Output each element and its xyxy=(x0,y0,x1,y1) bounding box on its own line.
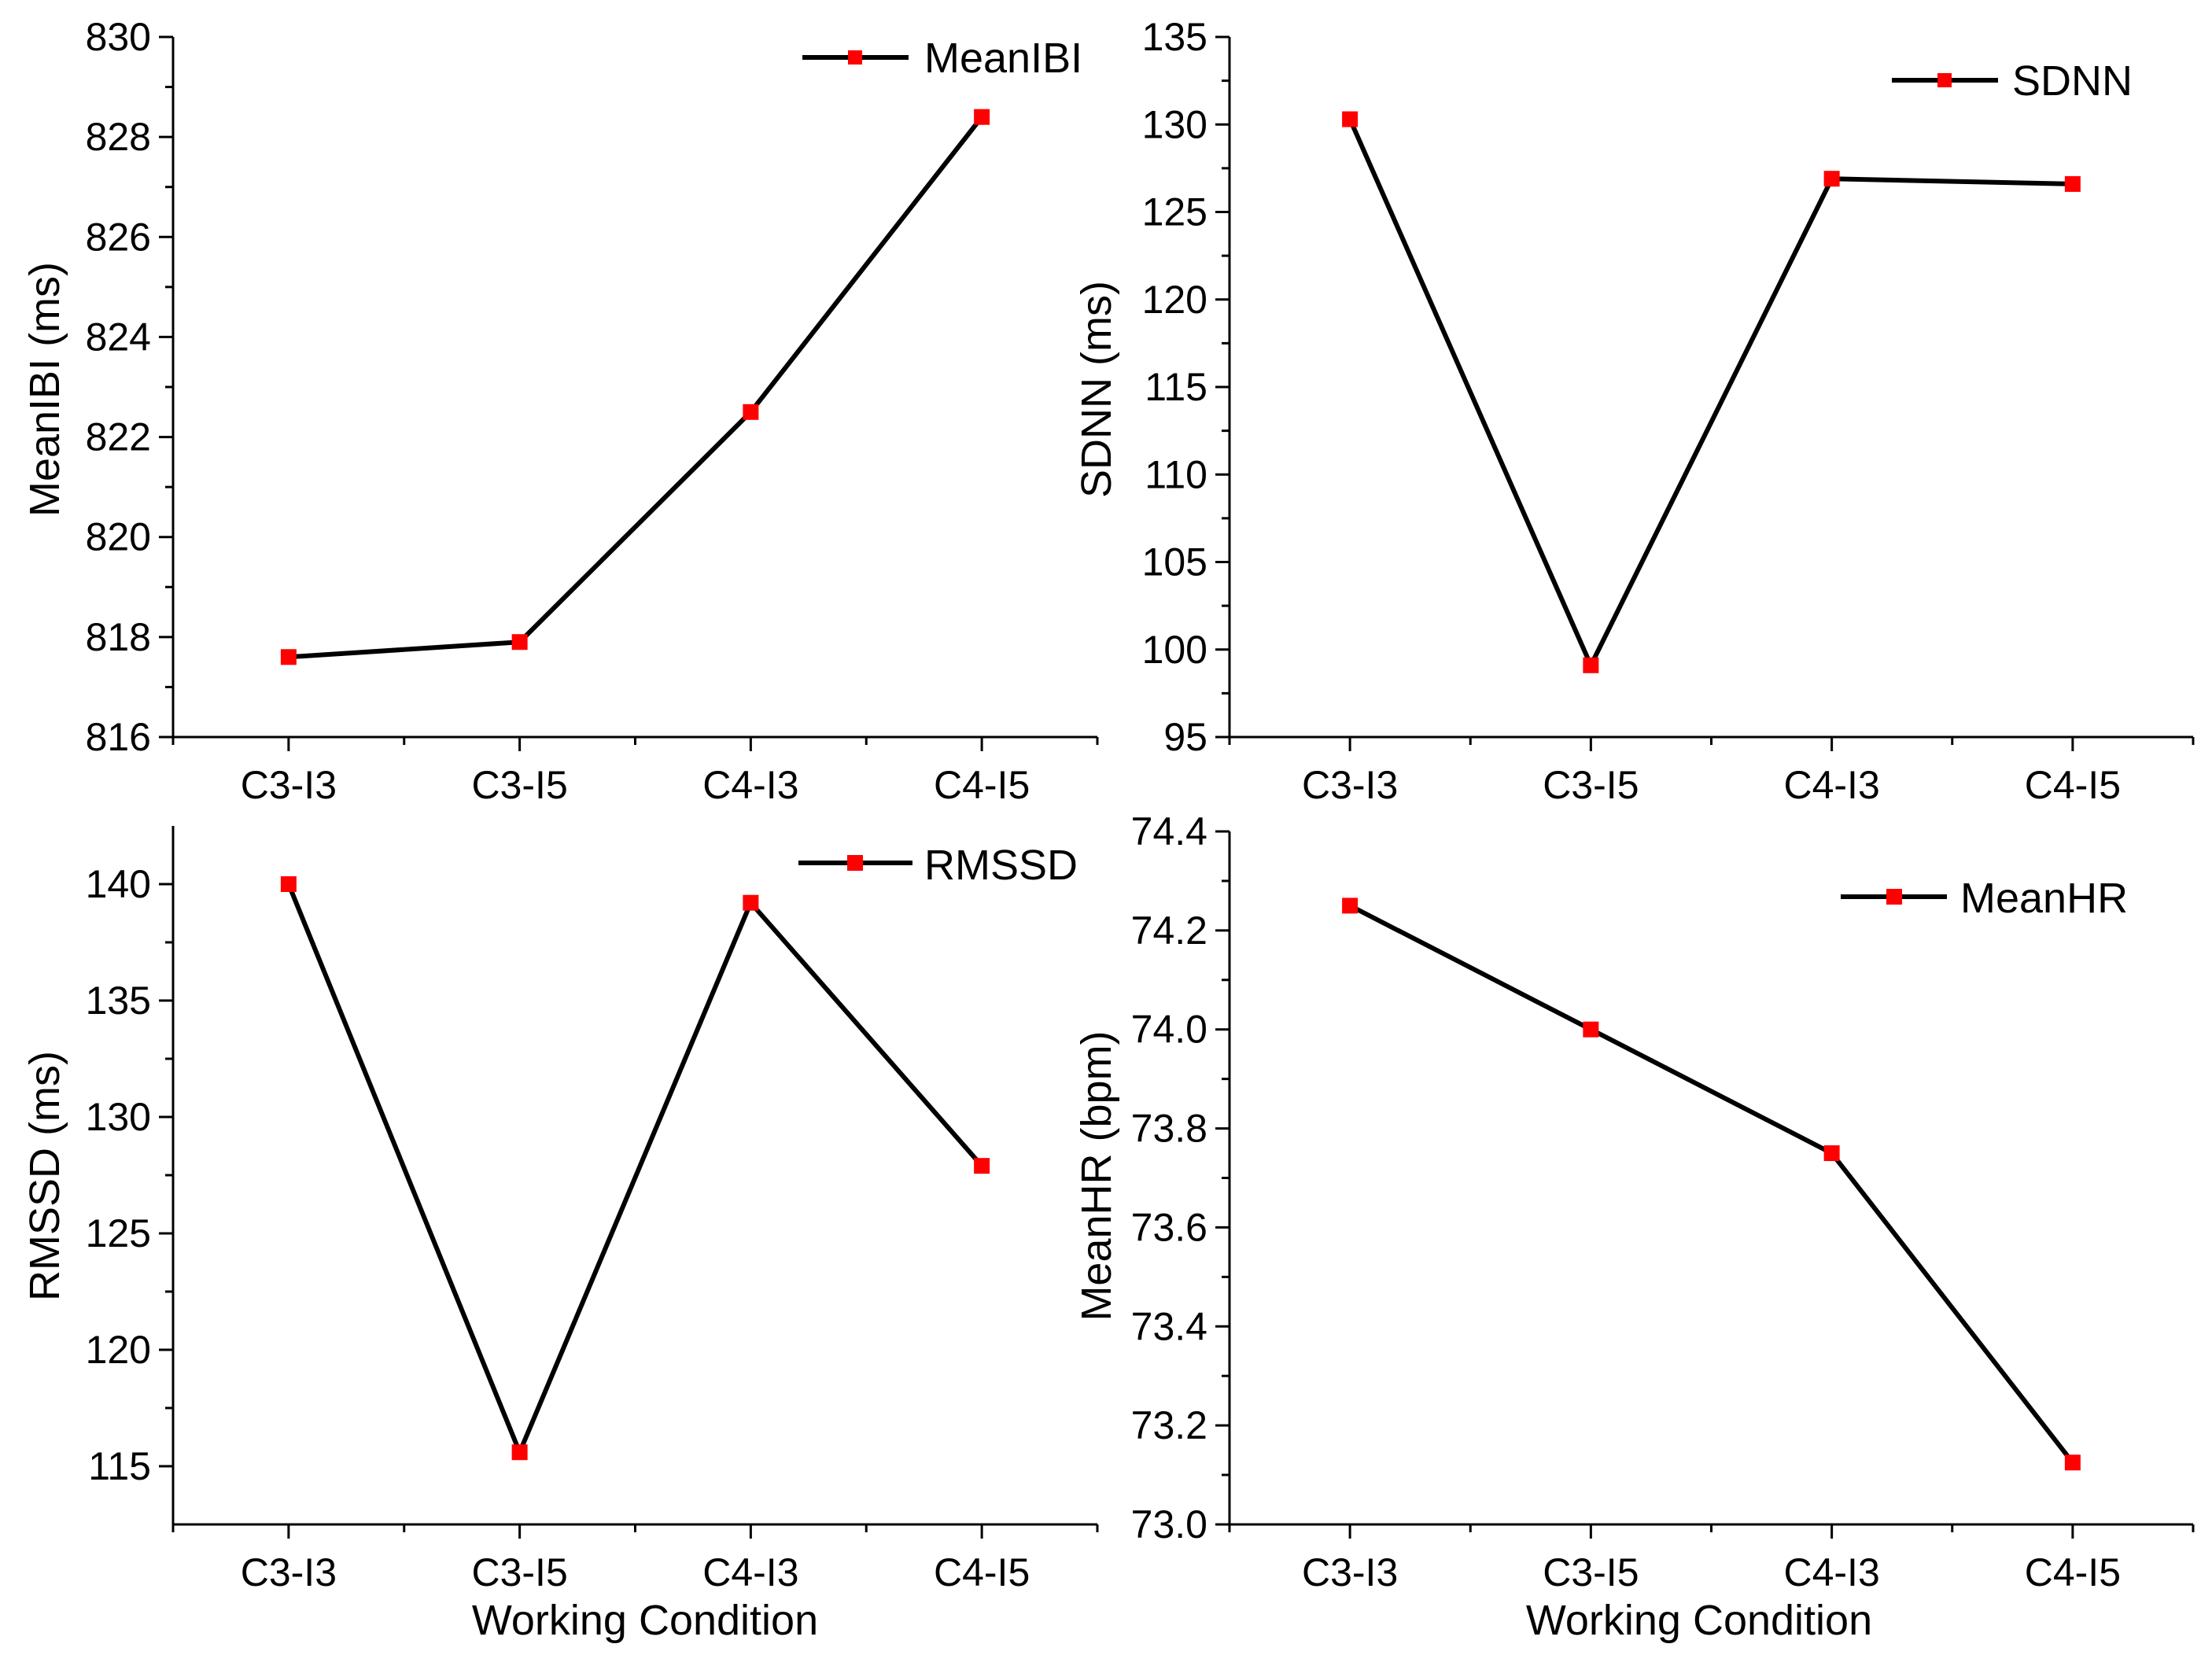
x-tick-label: C3-I3 xyxy=(241,763,337,807)
y-tick-label: 135 xyxy=(86,979,151,1023)
y-tick-label: 828 xyxy=(86,115,151,159)
y-axis-title: SDNN (ms) xyxy=(1073,281,1120,498)
x-tick-label: C3-I5 xyxy=(471,1550,567,1594)
y-tick-label: 824 xyxy=(86,315,151,359)
x-tick-label: C4-I3 xyxy=(1783,1550,1879,1594)
x-tick-label: C4-I5 xyxy=(2025,1550,2121,1594)
legend-marker xyxy=(1937,73,1952,87)
y-tick-label: 130 xyxy=(1142,102,1207,146)
plot-area: 73.0 73.2 73.4 73.6 73.8 74.0 74.2 74.4 C3-I3 C3-… xyxy=(1131,809,2195,1594)
y-tick-label: 826 xyxy=(86,215,151,259)
y-axis-title: RMSSD (ms) xyxy=(21,1051,68,1301)
data-point xyxy=(1342,898,1359,914)
series-line xyxy=(288,115,984,660)
y-tick-label: 73.8 xyxy=(1131,1107,1207,1151)
y-axis-title: MeanIBI (ms) xyxy=(21,262,68,517)
plot-area: 816 818 820 822 824 826 828 830 C3-I3 C3-I5 C4-I3 C… xyxy=(86,15,1099,807)
data-point xyxy=(511,1444,528,1461)
y-axis-title: MeanHR (bpm) xyxy=(1073,1030,1120,1321)
data-point xyxy=(743,404,759,420)
x-tick-label: C4-I5 xyxy=(934,1550,1030,1594)
y-tick-label: 120 xyxy=(86,1328,151,1372)
x-tick-label: C3-I3 xyxy=(1302,763,1398,807)
x-tick-label: C4-I3 xyxy=(1783,763,1879,807)
y-tick-label: 130 xyxy=(86,1095,151,1139)
y-tick-label: 95 xyxy=(1163,715,1207,759)
x-axis-title: Working Condition xyxy=(1526,1597,1872,1644)
legend: RMSSD xyxy=(798,842,1078,889)
data-point xyxy=(974,1158,990,1174)
y-tick-label: 100 xyxy=(1142,628,1207,672)
plot-area: 95 100 105 110 115 120 125 130 135 C3-I3 C3-I5 C4-I… xyxy=(1142,15,2195,807)
y-tick-label: 125 xyxy=(1142,190,1207,234)
panel-sdnn: SDNN (ms) 95 100 105 110 115 120 125 130 135 C3-I… xyxy=(1073,15,2195,807)
data-point xyxy=(1342,111,1359,127)
legend-label: MeanHR xyxy=(1960,875,2128,922)
panel-rmssd: RMSSD (ms) Working Condition 115 120 125 13… xyxy=(21,826,1099,1644)
y-tick-label: 110 xyxy=(1145,452,1207,496)
legend-label: RMSSD xyxy=(924,842,1078,889)
data-point xyxy=(2064,1454,2081,1471)
data-point xyxy=(743,894,759,911)
y-tick-label: 74.4 xyxy=(1131,809,1207,853)
y-tick-label: 135 xyxy=(1142,15,1207,59)
series-line xyxy=(1347,118,2073,668)
x-tick-label: C4-I3 xyxy=(702,763,798,807)
legend-marker xyxy=(848,50,862,65)
x-tick-label: C3-I5 xyxy=(1543,1550,1639,1594)
x-tick-label: C4-I5 xyxy=(934,763,1030,807)
x-tick-label: C3-I5 xyxy=(1543,763,1639,807)
data-point xyxy=(1823,171,1840,187)
y-tick-label: 822 xyxy=(86,415,151,459)
series-line xyxy=(1348,903,2075,1465)
y-tick-label: 73.4 xyxy=(1131,1304,1207,1348)
y-tick-label: 73.6 xyxy=(1131,1205,1207,1249)
legend: MeanHR xyxy=(1841,875,2128,922)
y-tick-label: 73.2 xyxy=(1131,1403,1207,1447)
legend-marker xyxy=(847,855,863,871)
y-tick-label: 820 xyxy=(86,515,151,559)
legend-label: SDNN xyxy=(2012,57,2133,105)
data-point xyxy=(1583,1021,1599,1038)
panel-meanibi: MeanIBI (ms) 816 818 820 822 824 826 828 830 C3-… xyxy=(21,15,1099,807)
y-tick-label: 74.0 xyxy=(1131,1008,1207,1052)
y-tick-label: 816 xyxy=(86,715,151,759)
y-tick-label: 140 xyxy=(86,862,151,906)
legend-marker xyxy=(1886,889,1902,905)
data-point xyxy=(511,634,528,651)
legend-label: MeanIBI xyxy=(924,35,1082,82)
x-tick-label: C3-I3 xyxy=(1302,1550,1398,1594)
y-tick-label: 73.0 xyxy=(1131,1502,1207,1546)
data-point xyxy=(2064,175,2081,192)
panel-meanhr: MeanHR (bpm) Working Condition 73.073.27… xyxy=(1073,809,2195,1644)
data-point xyxy=(1583,657,1599,673)
y-tick-label: 74.2 xyxy=(1131,909,1207,953)
y-tick-label: 125 xyxy=(86,1211,151,1255)
data-point xyxy=(974,109,990,125)
data-point xyxy=(280,876,297,892)
x-tick-label: C4-I3 xyxy=(702,1550,798,1594)
y-tick-label: 818 xyxy=(86,615,151,659)
x-axis-title: Working Condition xyxy=(472,1597,818,1644)
y-tick-label: 105 xyxy=(1142,540,1207,584)
y-tick-label: 115 xyxy=(1145,365,1207,409)
series-line xyxy=(286,883,984,1455)
y-tick-label: 120 xyxy=(1142,278,1207,322)
y-tick-label: 115 xyxy=(88,1444,151,1488)
data-point xyxy=(280,649,297,665)
plot-area: 115 120 125 130 135 140 C3-I3 C3-I5 C4-I3 C4-I5 xyxy=(86,826,1099,1594)
x-tick-label: C4-I5 xyxy=(2025,763,2121,807)
legend: MeanIBI xyxy=(802,35,1082,82)
x-tick-label: C3-I5 xyxy=(471,763,567,807)
y-tick-label: 830 xyxy=(86,15,151,59)
data-point xyxy=(1823,1145,1840,1162)
legend: SDNN xyxy=(1892,57,2133,105)
x-tick-label: C3-I3 xyxy=(241,1550,337,1594)
